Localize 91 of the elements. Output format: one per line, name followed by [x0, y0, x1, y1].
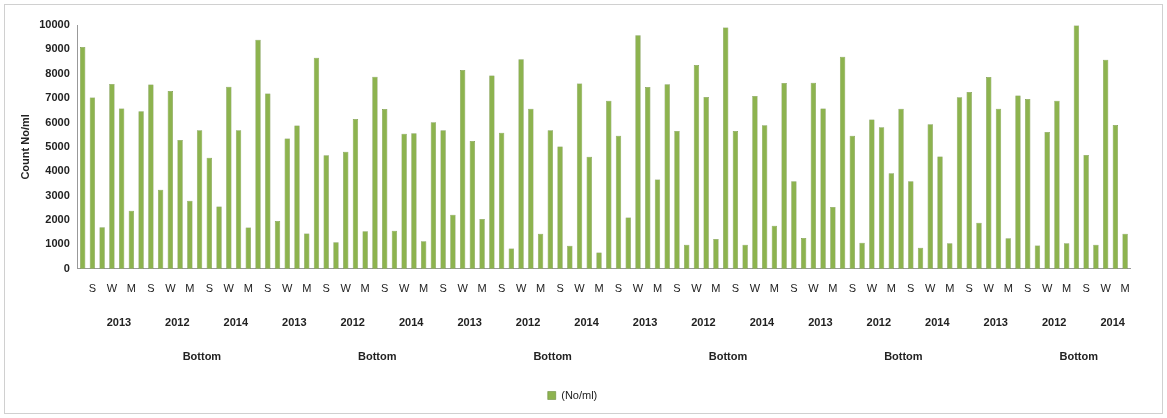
- x-tick-label: S: [439, 282, 447, 295]
- y-tick-label: 8000: [45, 66, 70, 79]
- text: 2014: [749, 315, 776, 328]
- x-tick-label: W: [866, 282, 878, 295]
- x-tick-label: M: [769, 282, 779, 295]
- text: Bottom: [182, 349, 222, 362]
- x-tick-label: W: [398, 282, 410, 295]
- text: 2012: [165, 315, 190, 328]
- x-tick-label: W: [632, 282, 644, 295]
- text: 2013: [106, 315, 132, 328]
- text: 2014: [1100, 315, 1126, 328]
- x-tick-label: W: [282, 282, 294, 295]
- text: Bottom: [1059, 349, 1099, 362]
- x-tick-label: S: [88, 282, 97, 295]
- text: Bottom: [358, 349, 397, 362]
- x-tick-label: M: [1003, 282, 1013, 295]
- text: 2012: [691, 315, 716, 328]
- text: 2012: [1041, 315, 1067, 328]
- text: 2013: [457, 315, 482, 328]
- text: Bottom: [533, 349, 573, 362]
- x-tick-label: W: [983, 282, 995, 295]
- x-tick-label: M: [185, 282, 195, 295]
- x-tick-label: S: [907, 282, 915, 295]
- x-tick-label: W: [749, 282, 761, 295]
- x-tick-label: S: [205, 282, 213, 295]
- text: Bottom: [708, 349, 748, 362]
- y-tick-label: 2000: [45, 213, 70, 226]
- x-tick-label: M: [828, 282, 838, 295]
- x-tick-label: W: [106, 282, 118, 295]
- x-tick-label: M: [945, 282, 955, 295]
- x-tick-label: S: [322, 282, 330, 295]
- text: 2013: [808, 315, 833, 328]
- x-tick-label: M: [1120, 282, 1130, 295]
- x-tick-label: W: [1100, 282, 1112, 295]
- x-tick-label: S: [1082, 282, 1090, 295]
- text: 2013: [983, 315, 1008, 328]
- x-tick-label: W: [1041, 282, 1053, 295]
- y-axis-title: Count No/ml: [18, 114, 31, 180]
- x-tick-label: S: [264, 282, 272, 295]
- x-tick-label: S: [1024, 282, 1032, 295]
- y-tick-label: 7000: [45, 91, 70, 104]
- text: 2014: [574, 315, 600, 328]
- x-tick-label: S: [147, 282, 155, 295]
- y-tick-label: 1000: [45, 237, 70, 250]
- text: 2013: [282, 315, 307, 328]
- x-tick-label: M: [711, 282, 721, 295]
- y-tick-label: 6000: [45, 115, 70, 128]
- x-tick-label: M: [360, 282, 370, 295]
- text: 2013: [632, 315, 658, 328]
- x-tick-label: S: [673, 282, 681, 295]
- x-tick-label: S: [731, 282, 740, 295]
- text: 2012: [340, 315, 365, 328]
- x-tick-label: M: [594, 282, 604, 295]
- x-tick-label: M: [886, 282, 896, 295]
- x-tick-label: M: [477, 282, 487, 295]
- x-tick-label: W: [165, 282, 177, 295]
- text: 2014: [223, 315, 249, 328]
- text: Bottom: [884, 349, 923, 362]
- x-tick-label: W: [515, 282, 527, 295]
- x-tick-label: M: [126, 282, 136, 295]
- x-tick-label: M: [1062, 282, 1072, 295]
- x-tick-label: W: [808, 282, 820, 295]
- x-tick-label: S: [848, 282, 856, 295]
- x-tick-label: S: [614, 282, 623, 295]
- x-tick-label: W: [925, 282, 937, 295]
- x-tick-label: M: [535, 282, 546, 295]
- y-tick-label: 0: [63, 261, 70, 274]
- x-tick-label: W: [691, 282, 703, 295]
- y-tick-label: 4000: [45, 164, 70, 177]
- text: 2014: [398, 315, 425, 328]
- x-tick-label: S: [497, 282, 506, 295]
- x-tick-label: W: [457, 282, 469, 295]
- x-tick-label: W: [340, 282, 352, 295]
- legend-label: (No/ml): [561, 388, 598, 401]
- text: 2012: [866, 315, 892, 328]
- text: 2012: [515, 315, 541, 328]
- x-tick-label: M: [243, 282, 253, 295]
- x-tick-label: W: [574, 282, 586, 295]
- x-tick-label: S: [381, 282, 389, 295]
- x-tick-label: M: [302, 282, 312, 295]
- text: 2014: [925, 315, 951, 328]
- y-tick-label: 10000: [39, 18, 70, 31]
- x-tick-label: M: [419, 282, 429, 295]
- y-tick-label: 3000: [45, 188, 70, 201]
- x-tick-label: S: [556, 282, 564, 295]
- y-tick-label: 5000: [45, 139, 70, 152]
- x-tick-label: S: [965, 282, 973, 295]
- x-tick-label: M: [652, 282, 663, 295]
- y-tick-label: 9000: [45, 42, 70, 55]
- x-tick-label: W: [223, 282, 235, 295]
- x-tick-label: S: [790, 282, 798, 295]
